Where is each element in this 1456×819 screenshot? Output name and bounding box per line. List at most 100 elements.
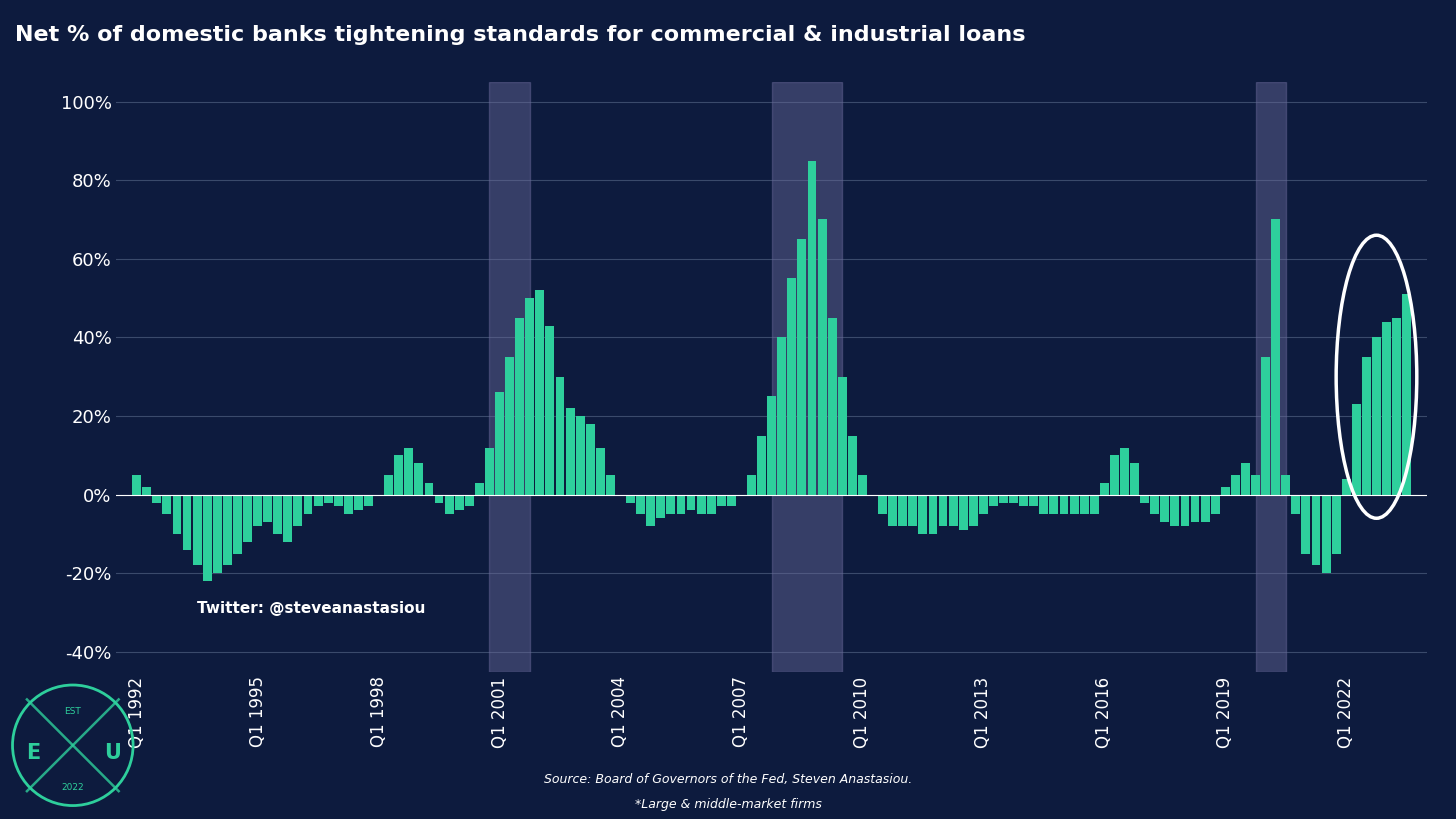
Bar [978,495,987,514]
Bar [1281,475,1290,495]
Text: Source: Board of Governors of the Fed, Steven Anastasiou.: Source: Board of Governors of the Fed, S… [545,773,911,786]
Bar [888,495,897,526]
Bar [143,486,151,495]
Bar [1130,464,1139,495]
Bar [384,475,393,495]
Bar [949,495,958,526]
Bar [778,337,786,495]
Text: EST: EST [64,707,82,716]
Bar [415,464,424,495]
Bar [323,495,332,503]
Bar [454,495,463,510]
Bar [313,495,323,506]
Bar [172,495,182,534]
Bar [425,483,434,495]
Bar [1372,337,1380,495]
Bar [747,475,756,495]
Bar [153,495,162,503]
Bar [475,483,483,495]
Bar [1099,483,1109,495]
Bar [505,357,514,495]
Bar [264,495,272,523]
Bar [788,278,796,495]
Text: U: U [103,743,121,763]
Bar [929,495,938,534]
Bar [585,424,594,495]
Bar [556,377,565,495]
Bar [767,396,776,495]
Bar [1070,495,1079,514]
Bar [495,392,504,495]
Bar [395,455,403,495]
Bar [968,495,978,526]
Bar [626,495,635,503]
Bar [163,495,172,514]
Bar [1160,495,1169,523]
Bar [596,447,604,495]
Bar [989,495,997,506]
Bar [1009,495,1018,503]
Bar [606,475,614,495]
Bar [1191,495,1200,523]
Bar [878,495,887,514]
Bar [1089,495,1099,514]
Bar [1080,495,1089,514]
Bar [354,495,363,510]
Bar [919,495,927,534]
Bar [1230,475,1241,495]
Bar [646,495,655,526]
Bar [1251,475,1259,495]
Bar [999,495,1008,503]
Bar [1392,318,1401,495]
Bar [1171,495,1179,526]
Bar [1351,405,1361,495]
Text: 2022: 2022 [61,783,84,792]
Bar [444,495,454,514]
Bar [213,495,221,573]
Bar [727,495,735,506]
Bar [772,82,842,672]
Bar [1271,219,1280,495]
Bar [546,326,555,495]
Bar [1342,479,1351,495]
Bar [364,495,373,506]
Bar [1241,464,1249,495]
Bar [1220,486,1230,495]
Bar [489,82,530,672]
Bar [657,495,665,518]
Bar [192,495,201,565]
Bar [1312,495,1321,565]
Bar [677,495,686,514]
Bar [565,408,575,495]
Bar [333,495,342,506]
Bar [1201,495,1210,523]
Bar [1181,495,1190,526]
Bar [303,495,313,514]
Bar [667,495,676,514]
Bar [1211,495,1220,514]
Bar [182,495,192,550]
Bar [1019,495,1028,506]
Bar [284,495,293,542]
Bar [1040,495,1048,514]
Bar [696,495,706,514]
Bar [898,495,907,526]
Bar [706,495,716,514]
Bar [536,290,545,495]
Bar [233,495,242,554]
Bar [1332,495,1341,554]
Bar [132,475,141,495]
Bar [757,436,766,495]
Bar [526,298,534,495]
Bar [1261,357,1270,495]
Bar [575,416,585,495]
Bar [958,495,968,530]
Text: *Large & middle-market firms: *Large & middle-market firms [635,798,821,811]
Bar [1109,455,1118,495]
Bar [1361,357,1372,495]
Bar [1255,82,1286,672]
Bar [939,495,948,526]
Bar [405,447,414,495]
Bar [837,377,847,495]
Bar [858,475,866,495]
